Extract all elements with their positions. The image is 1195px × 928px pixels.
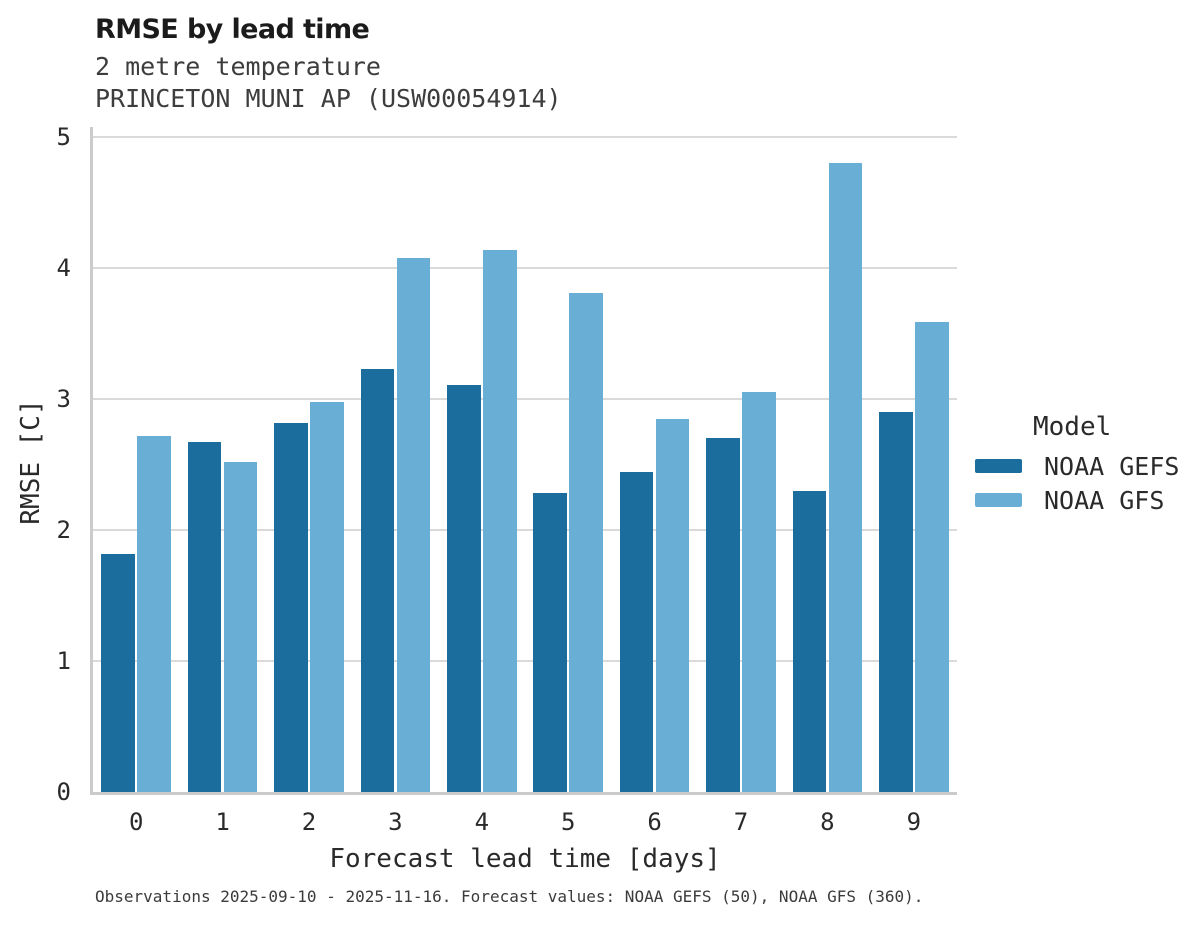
bar-noaa-gfs-day-7	[742, 392, 776, 792]
y-tick-label-0: 0	[56, 778, 71, 806]
chart-subtitle: 2 metre temperature PRINCETON MUNI AP (US…	[95, 51, 562, 115]
x-tick-label-8: 8	[820, 808, 835, 836]
bar-noaa-gefs-day-6	[619, 472, 654, 792]
y-tick-label-2: 2	[56, 516, 71, 544]
legend-item-noaa-gfs: NOAA GFS	[975, 486, 1179, 515]
x-tick-label-2: 2	[301, 808, 317, 836]
gridline-y-1	[93, 660, 957, 662]
x-tick-label-6: 6	[647, 808, 662, 836]
bar-noaa-gfs-day-4	[483, 249, 517, 792]
bar-noaa-gefs-day-8	[792, 490, 827, 792]
y-tick-label-3: 3	[56, 385, 71, 413]
gridline-y-5	[93, 136, 957, 138]
y-axis-title: RMSE [C]	[16, 399, 46, 525]
legend-label-noaa-gefs: NOAA GEFS	[1044, 451, 1180, 481]
x-axis-spine	[90, 792, 957, 795]
x-tick-label-7: 7	[733, 808, 749, 836]
bar-noaa-gfs-day-9	[915, 321, 949, 792]
bar-noaa-gfs-day-6	[655, 418, 690, 792]
gridline-y-2	[93, 529, 957, 531]
x-tick-label-1: 1	[215, 808, 230, 836]
bar-noaa-gefs-day-3	[360, 368, 395, 792]
bar-noaa-gefs-day-2	[274, 422, 308, 792]
bar-noaa-gefs-day-1	[187, 442, 222, 792]
bar-noaa-gfs-day-1	[223, 461, 258, 792]
y-axis-spine	[90, 127, 93, 795]
chart-subtitle-station: PRINCETON MUNI AP (USW00054914)	[95, 84, 562, 113]
bar-noaa-gefs-day-5	[533, 493, 567, 792]
gridline-y-3	[93, 398, 957, 400]
legend-item-noaa-gefs: NOAA GEFS	[975, 452, 1179, 481]
bar-noaa-gfs-day-8	[828, 163, 863, 792]
bar-noaa-gefs-day-0	[101, 553, 135, 792]
legend-title: Model	[1033, 412, 1112, 442]
bar-noaa-gefs-day-7	[706, 438, 740, 792]
chart-title: RMSE by lead time	[95, 14, 370, 45]
legend: Model NOAA GEFS NOAA GFS	[975, 411, 1179, 515]
x-axis-title: Forecast lead time [days]	[329, 844, 721, 874]
x-tick-label-9: 9	[906, 808, 922, 836]
x-tick-label-3: 3	[388, 808, 403, 836]
y-tick-label-5: 5	[56, 123, 71, 151]
bar-noaa-gfs-day-0	[137, 435, 171, 792]
footer-note: Observations 2025-09-10 - 2025-11-16. Fo…	[95, 887, 924, 906]
x-tick-label-4: 4	[474, 808, 490, 836]
x-tick-label-5: 5	[560, 808, 576, 836]
y-tick-label-4: 4	[56, 254, 71, 282]
legend-swatch-noaa-gfs	[975, 493, 1022, 507]
gridline-y-4	[93, 267, 957, 269]
bar-noaa-gefs-day-4	[447, 384, 481, 792]
y-tick-label-1: 1	[56, 647, 71, 675]
legend-label-noaa-gfs: NOAA GFS	[1044, 485, 1165, 515]
x-tick-label-0: 0	[128, 808, 144, 836]
chart-subtitle-variable: 2 metre temperature	[95, 52, 381, 81]
bar-noaa-gfs-day-2	[310, 401, 344, 792]
bar-noaa-gfs-day-3	[396, 257, 431, 792]
plot-area: 0 1 2 3 4 5 0 1 2 3 4 5 6 7 8 9	[57, 125, 957, 836]
bar-noaa-gefs-day-9	[879, 412, 913, 792]
legend-swatch-noaa-gefs	[975, 459, 1022, 473]
bar-noaa-gfs-day-5	[569, 292, 603, 792]
